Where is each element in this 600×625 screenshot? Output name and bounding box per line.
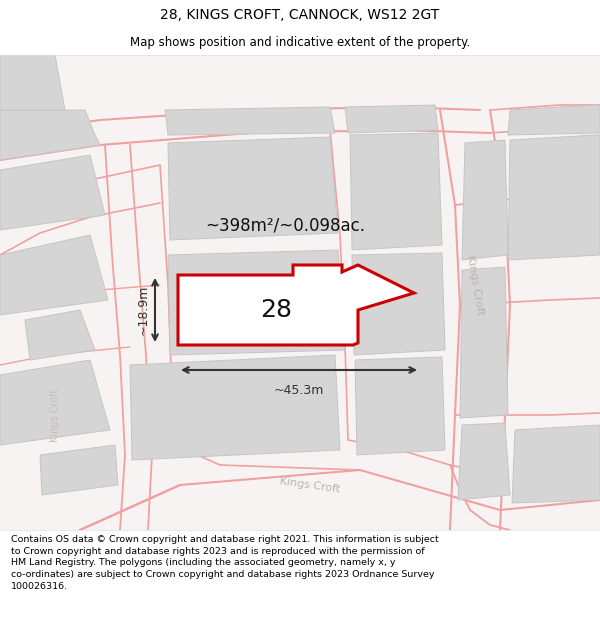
Polygon shape [345, 105, 438, 133]
Polygon shape [460, 267, 508, 418]
Polygon shape [508, 135, 600, 260]
Polygon shape [355, 357, 445, 455]
Polygon shape [462, 140, 508, 260]
Polygon shape [0, 55, 65, 110]
Polygon shape [0, 360, 110, 445]
Polygon shape [0, 110, 100, 160]
Text: ~18.9m: ~18.9m [137, 285, 150, 335]
Polygon shape [352, 253, 445, 355]
Text: 28: 28 [260, 298, 292, 322]
Polygon shape [512, 425, 600, 503]
Text: Kings Croft: Kings Croft [465, 254, 485, 316]
Polygon shape [178, 265, 414, 345]
Polygon shape [25, 310, 95, 360]
Text: Kings Croft: Kings Croft [279, 476, 341, 494]
Polygon shape [168, 137, 338, 240]
Text: 28, KINGS CROFT, CANNOCK, WS12 2GT: 28, KINGS CROFT, CANNOCK, WS12 2GT [160, 8, 440, 22]
Polygon shape [0, 155, 105, 230]
Polygon shape [0, 235, 108, 315]
Text: ~398m²/~0.098ac.: ~398m²/~0.098ac. [205, 216, 365, 234]
Text: Contains OS data © Crown copyright and database right 2021. This information is : Contains OS data © Crown copyright and d… [11, 535, 439, 591]
Text: Map shows position and indicative extent of the property.: Map shows position and indicative extent… [130, 36, 470, 49]
Polygon shape [165, 107, 335, 135]
Text: ~45.3m: ~45.3m [274, 384, 324, 397]
Polygon shape [458, 423, 510, 500]
Polygon shape [40, 445, 118, 495]
Polygon shape [168, 250, 345, 355]
Polygon shape [130, 355, 340, 460]
Text: Kings Croft: Kings Croft [50, 388, 60, 442]
Polygon shape [508, 105, 600, 135]
Polygon shape [350, 133, 442, 250]
